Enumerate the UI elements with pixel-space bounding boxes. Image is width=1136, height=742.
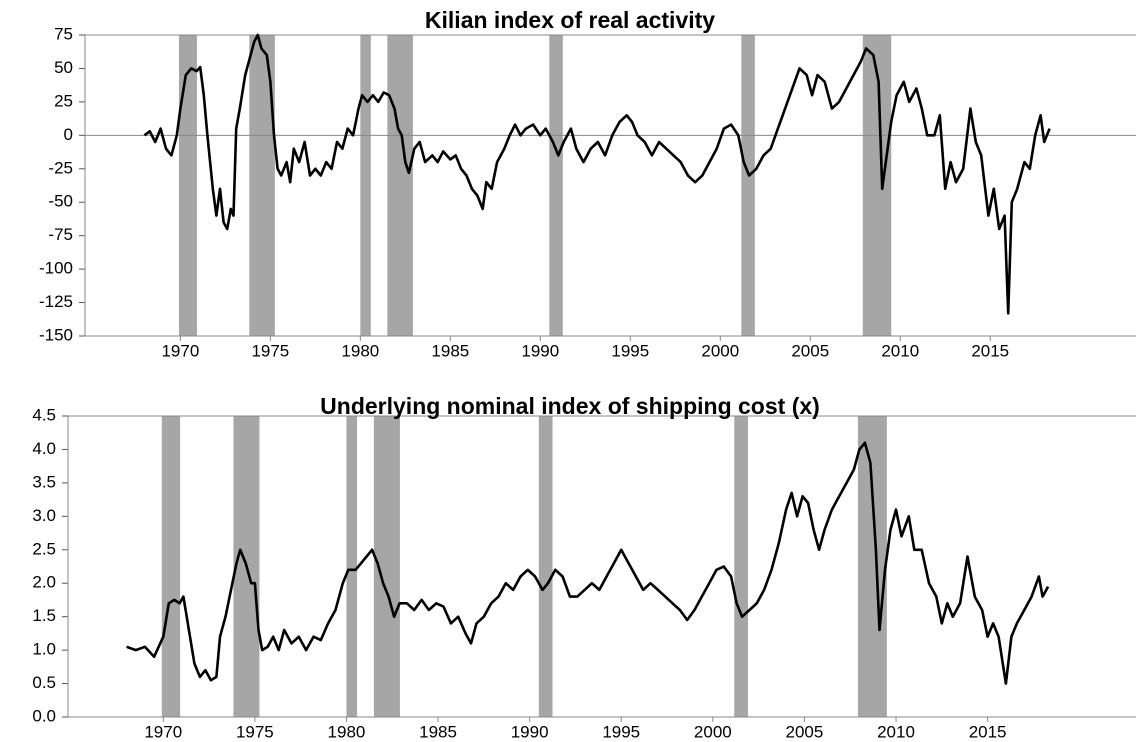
y-tick-label: -75 xyxy=(48,225,73,244)
recession-band xyxy=(161,416,181,717)
x-tick-label: 1995 xyxy=(611,341,649,360)
x-tick-label: 2015 xyxy=(969,722,1007,741)
x-tick-label: 2005 xyxy=(791,341,829,360)
data-line xyxy=(126,441,1050,685)
y-tick-label: 0.0 xyxy=(32,706,56,725)
y-tick-label: 25 xyxy=(54,91,73,110)
x-tick-label: 1970 xyxy=(144,722,182,741)
y-tick-label: 2.0 xyxy=(32,573,56,592)
data-line xyxy=(143,33,1051,315)
recession-band xyxy=(346,416,358,717)
chart-title: Underlying nominal index of shipping cos… xyxy=(320,393,820,419)
x-tick-label: 1975 xyxy=(251,341,289,360)
y-tick-label: 75 xyxy=(54,24,73,43)
recession-band xyxy=(549,35,563,336)
x-tick-label: 2000 xyxy=(701,341,739,360)
y-tick-label: -25 xyxy=(48,158,73,177)
recession-band xyxy=(741,35,755,336)
y-tick-label: 1.5 xyxy=(32,606,56,625)
x-tick-label: 2005 xyxy=(786,722,824,741)
y-tick-label: 3.5 xyxy=(32,472,56,491)
y-tick-label: 4.0 xyxy=(32,439,56,458)
y-tick-label: -125 xyxy=(39,292,73,311)
y-tick-label: -50 xyxy=(48,192,73,211)
recession-band xyxy=(178,35,197,336)
y-tick-label: 0.5 xyxy=(32,673,56,692)
y-tick-label: 3.0 xyxy=(32,506,56,525)
x-tick-label: 1990 xyxy=(511,722,549,741)
x-tick-label: 2010 xyxy=(881,341,919,360)
x-tick-label: 1970 xyxy=(161,341,199,360)
y-tick-label: 50 xyxy=(54,58,73,77)
y-tick-label: 0 xyxy=(64,125,73,144)
y-tick-label: -150 xyxy=(39,325,73,344)
recession-band xyxy=(734,416,749,717)
y-tick-label: 2.5 xyxy=(32,539,56,558)
x-tick-label: 2015 xyxy=(971,341,1009,360)
recession-band xyxy=(538,416,553,717)
recession-band xyxy=(857,416,887,717)
x-tick-label: 2000 xyxy=(694,722,732,741)
x-tick-label: 1975 xyxy=(236,722,274,741)
x-tick-label: 1980 xyxy=(328,722,366,741)
recession-band xyxy=(387,35,413,336)
x-tick-label: 1980 xyxy=(341,341,379,360)
recession-band xyxy=(360,35,371,336)
x-tick-label: 1995 xyxy=(602,722,640,741)
y-tick-label: 4.5 xyxy=(32,405,56,424)
y-tick-label: 1.0 xyxy=(32,640,56,659)
x-tick-label: 1985 xyxy=(431,341,469,360)
y-tick-label: -100 xyxy=(39,259,73,278)
recession-band xyxy=(862,35,892,336)
x-tick-label: 2010 xyxy=(877,722,915,741)
x-tick-label: 1990 xyxy=(521,341,559,360)
chart-title: Kilian index of real activity xyxy=(425,7,715,33)
x-tick-label: 1985 xyxy=(419,722,457,741)
